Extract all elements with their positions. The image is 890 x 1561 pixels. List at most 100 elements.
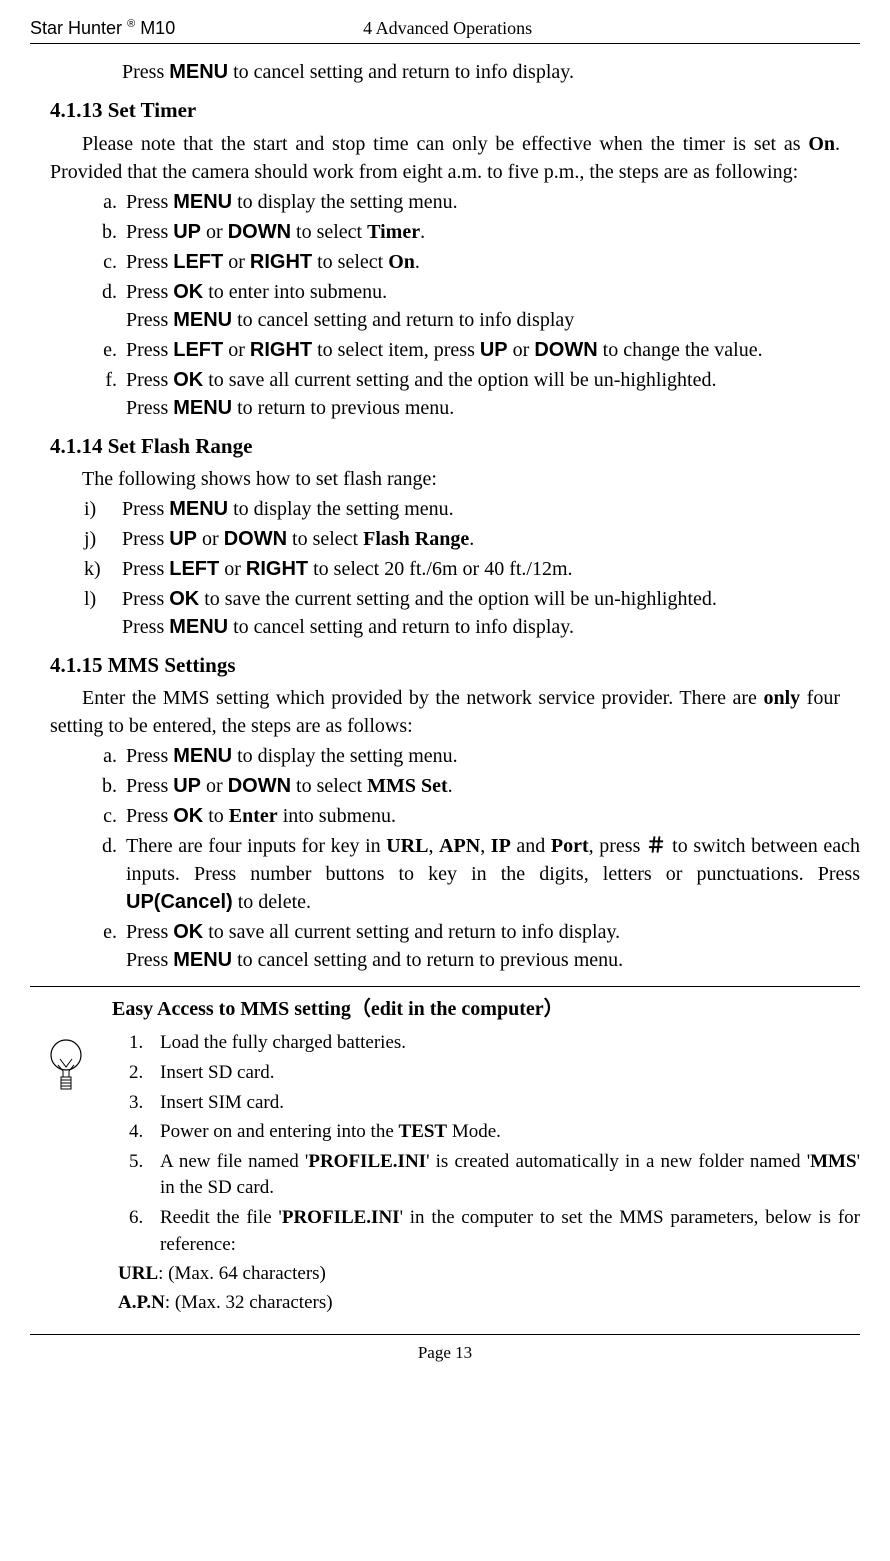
ok-key: OK bbox=[173, 281, 203, 303]
step-a: Press MENU to display the setting menu. bbox=[122, 188, 860, 216]
text: Press bbox=[126, 369, 173, 391]
text: to cancel setting and to return to previ… bbox=[232, 949, 623, 971]
mms-folder: MMS bbox=[810, 1151, 856, 1172]
text: ' is created automatically in a new fold… bbox=[426, 1151, 810, 1172]
text: : (Max. 32 characters) bbox=[165, 1292, 333, 1313]
text: Press bbox=[126, 745, 173, 767]
down-key: DOWN bbox=[534, 339, 597, 361]
header-spacer bbox=[720, 16, 860, 41]
steps-4-1-14: i)Press MENU to display the setting menu… bbox=[122, 495, 860, 641]
steps-4-1-15: Press MENU to display the setting menu. … bbox=[122, 742, 860, 974]
menu-key: MENU bbox=[173, 397, 232, 419]
text: Press bbox=[126, 221, 173, 243]
step-c: Press OK to Enter into submenu. bbox=[122, 802, 860, 830]
text: Press bbox=[122, 616, 169, 638]
down-key: DOWN bbox=[228, 775, 291, 797]
target: On bbox=[388, 251, 415, 273]
text: Press bbox=[126, 191, 173, 213]
easy-step-4: Power on and entering into the TEST Mode… bbox=[148, 1119, 860, 1146]
intro-4-1-13: Please note that the start and stop time… bbox=[50, 130, 840, 186]
text: to cancel setting and return to info dis… bbox=[228, 61, 574, 83]
step-e: Press OK to save all current setting and… bbox=[122, 918, 860, 974]
text: to select bbox=[291, 775, 367, 797]
easy-step-5: A new file named 'PROFILE.INI' is create… bbox=[148, 1149, 860, 1202]
left-key: LEFT bbox=[169, 558, 219, 580]
text: and bbox=[511, 835, 551, 857]
down-key: DOWN bbox=[228, 221, 291, 243]
url-label: URL bbox=[118, 1263, 158, 1284]
step-a: Press MENU to display the setting menu. bbox=[122, 742, 860, 770]
apn: APN bbox=[439, 835, 480, 857]
text: . bbox=[448, 775, 453, 797]
page-header: Star Hunter ® M10 4 Advanced Operations bbox=[30, 16, 860, 44]
step-k: k)Press LEFT or RIGHT to select 20 ft./6… bbox=[122, 555, 860, 583]
menu-key: MENU bbox=[169, 616, 228, 638]
text: Reedit the file ' bbox=[160, 1207, 282, 1228]
up-key: UP bbox=[169, 528, 197, 550]
ok-key: OK bbox=[173, 369, 203, 391]
right-key: RIGHT bbox=[250, 339, 312, 361]
text: Press bbox=[126, 921, 173, 943]
text: to select bbox=[291, 221, 367, 243]
step-l-sub: Press MENU to cancel setting and return … bbox=[122, 613, 860, 641]
text: Press bbox=[126, 309, 173, 331]
apn-line: A.P.N: (Max. 32 characters) bbox=[118, 1290, 860, 1317]
text: to save all current setting and the opti… bbox=[203, 369, 716, 391]
menu-key: MENU bbox=[173, 191, 232, 213]
text: or bbox=[219, 558, 246, 580]
left-key: LEFT bbox=[173, 251, 223, 273]
target: Flash Range bbox=[363, 528, 469, 550]
heading-4-1-14: 4.1.14 Set Flash Range bbox=[50, 432, 860, 461]
url: URL bbox=[386, 835, 428, 857]
text: Press bbox=[126, 339, 173, 361]
product-name: Star Hunter bbox=[30, 18, 122, 38]
menu-key: MENU bbox=[173, 745, 232, 767]
target: Timer bbox=[367, 221, 420, 243]
registered-mark: ® bbox=[127, 18, 135, 30]
text: Press bbox=[126, 251, 173, 273]
text: to display the setting menu. bbox=[232, 191, 458, 213]
text: . bbox=[420, 221, 425, 243]
text: to select bbox=[312, 251, 388, 273]
text: Press bbox=[122, 588, 169, 610]
menu-key: MENU bbox=[169, 498, 228, 520]
text: to display the setting menu. bbox=[232, 745, 458, 767]
marker: j) bbox=[84, 525, 96, 553]
text: , bbox=[428, 835, 439, 857]
text: Press bbox=[126, 397, 173, 419]
step-j: j)Press UP or DOWN to select Flash Range… bbox=[122, 525, 860, 553]
page-footer: Page 13 bbox=[30, 1334, 860, 1365]
text: Power on and entering into the bbox=[160, 1121, 399, 1142]
easy-step-2: Insert SD card. bbox=[148, 1060, 860, 1087]
text: or bbox=[201, 221, 228, 243]
text: to save the current setting and the opti… bbox=[199, 588, 717, 610]
step-d: Press OK to enter into submenu. Press ME… bbox=[122, 278, 860, 334]
up-key: UP bbox=[173, 775, 201, 797]
apn-label: A.P.N bbox=[118, 1292, 165, 1313]
heading-4-1-15: 4.1.15 MMS Settings bbox=[50, 651, 860, 680]
text: Press bbox=[126, 775, 173, 797]
step-l: l)Press OK to save the current setting a… bbox=[122, 585, 860, 641]
text: Press bbox=[122, 558, 169, 580]
step-d-sub: Press MENU to cancel setting and return … bbox=[126, 306, 860, 334]
menu-key: MENU bbox=[173, 309, 232, 331]
text: Please note that the start and stop time… bbox=[82, 133, 808, 155]
text: to select bbox=[287, 528, 363, 550]
step-f: Press OK to save all current setting and… bbox=[122, 366, 860, 422]
text: or bbox=[508, 339, 535, 361]
easy-access-title: Easy Access to MMS setting（edit in the c… bbox=[112, 995, 860, 1023]
intro-4-1-15: Enter the MMS setting which provided by … bbox=[50, 684, 840, 740]
easy-steps: Load the fully charged batteries. Insert… bbox=[148, 1030, 860, 1258]
step-e: Press LEFT or RIGHT to select item, pres… bbox=[122, 336, 860, 364]
text: to bbox=[203, 805, 229, 827]
left-key: LEFT bbox=[173, 339, 223, 361]
menu-key: MENU bbox=[173, 949, 232, 971]
port: Port bbox=[551, 835, 589, 857]
text: to cancel setting and return to info dis… bbox=[232, 309, 574, 331]
text: to select 20 ft./6m or 40 ft./12m. bbox=[308, 558, 572, 580]
text: or bbox=[223, 339, 250, 361]
text: or bbox=[201, 775, 228, 797]
on-label: On bbox=[808, 133, 835, 155]
text: : (Max. 64 characters) bbox=[158, 1263, 326, 1284]
text: Press bbox=[122, 528, 169, 550]
